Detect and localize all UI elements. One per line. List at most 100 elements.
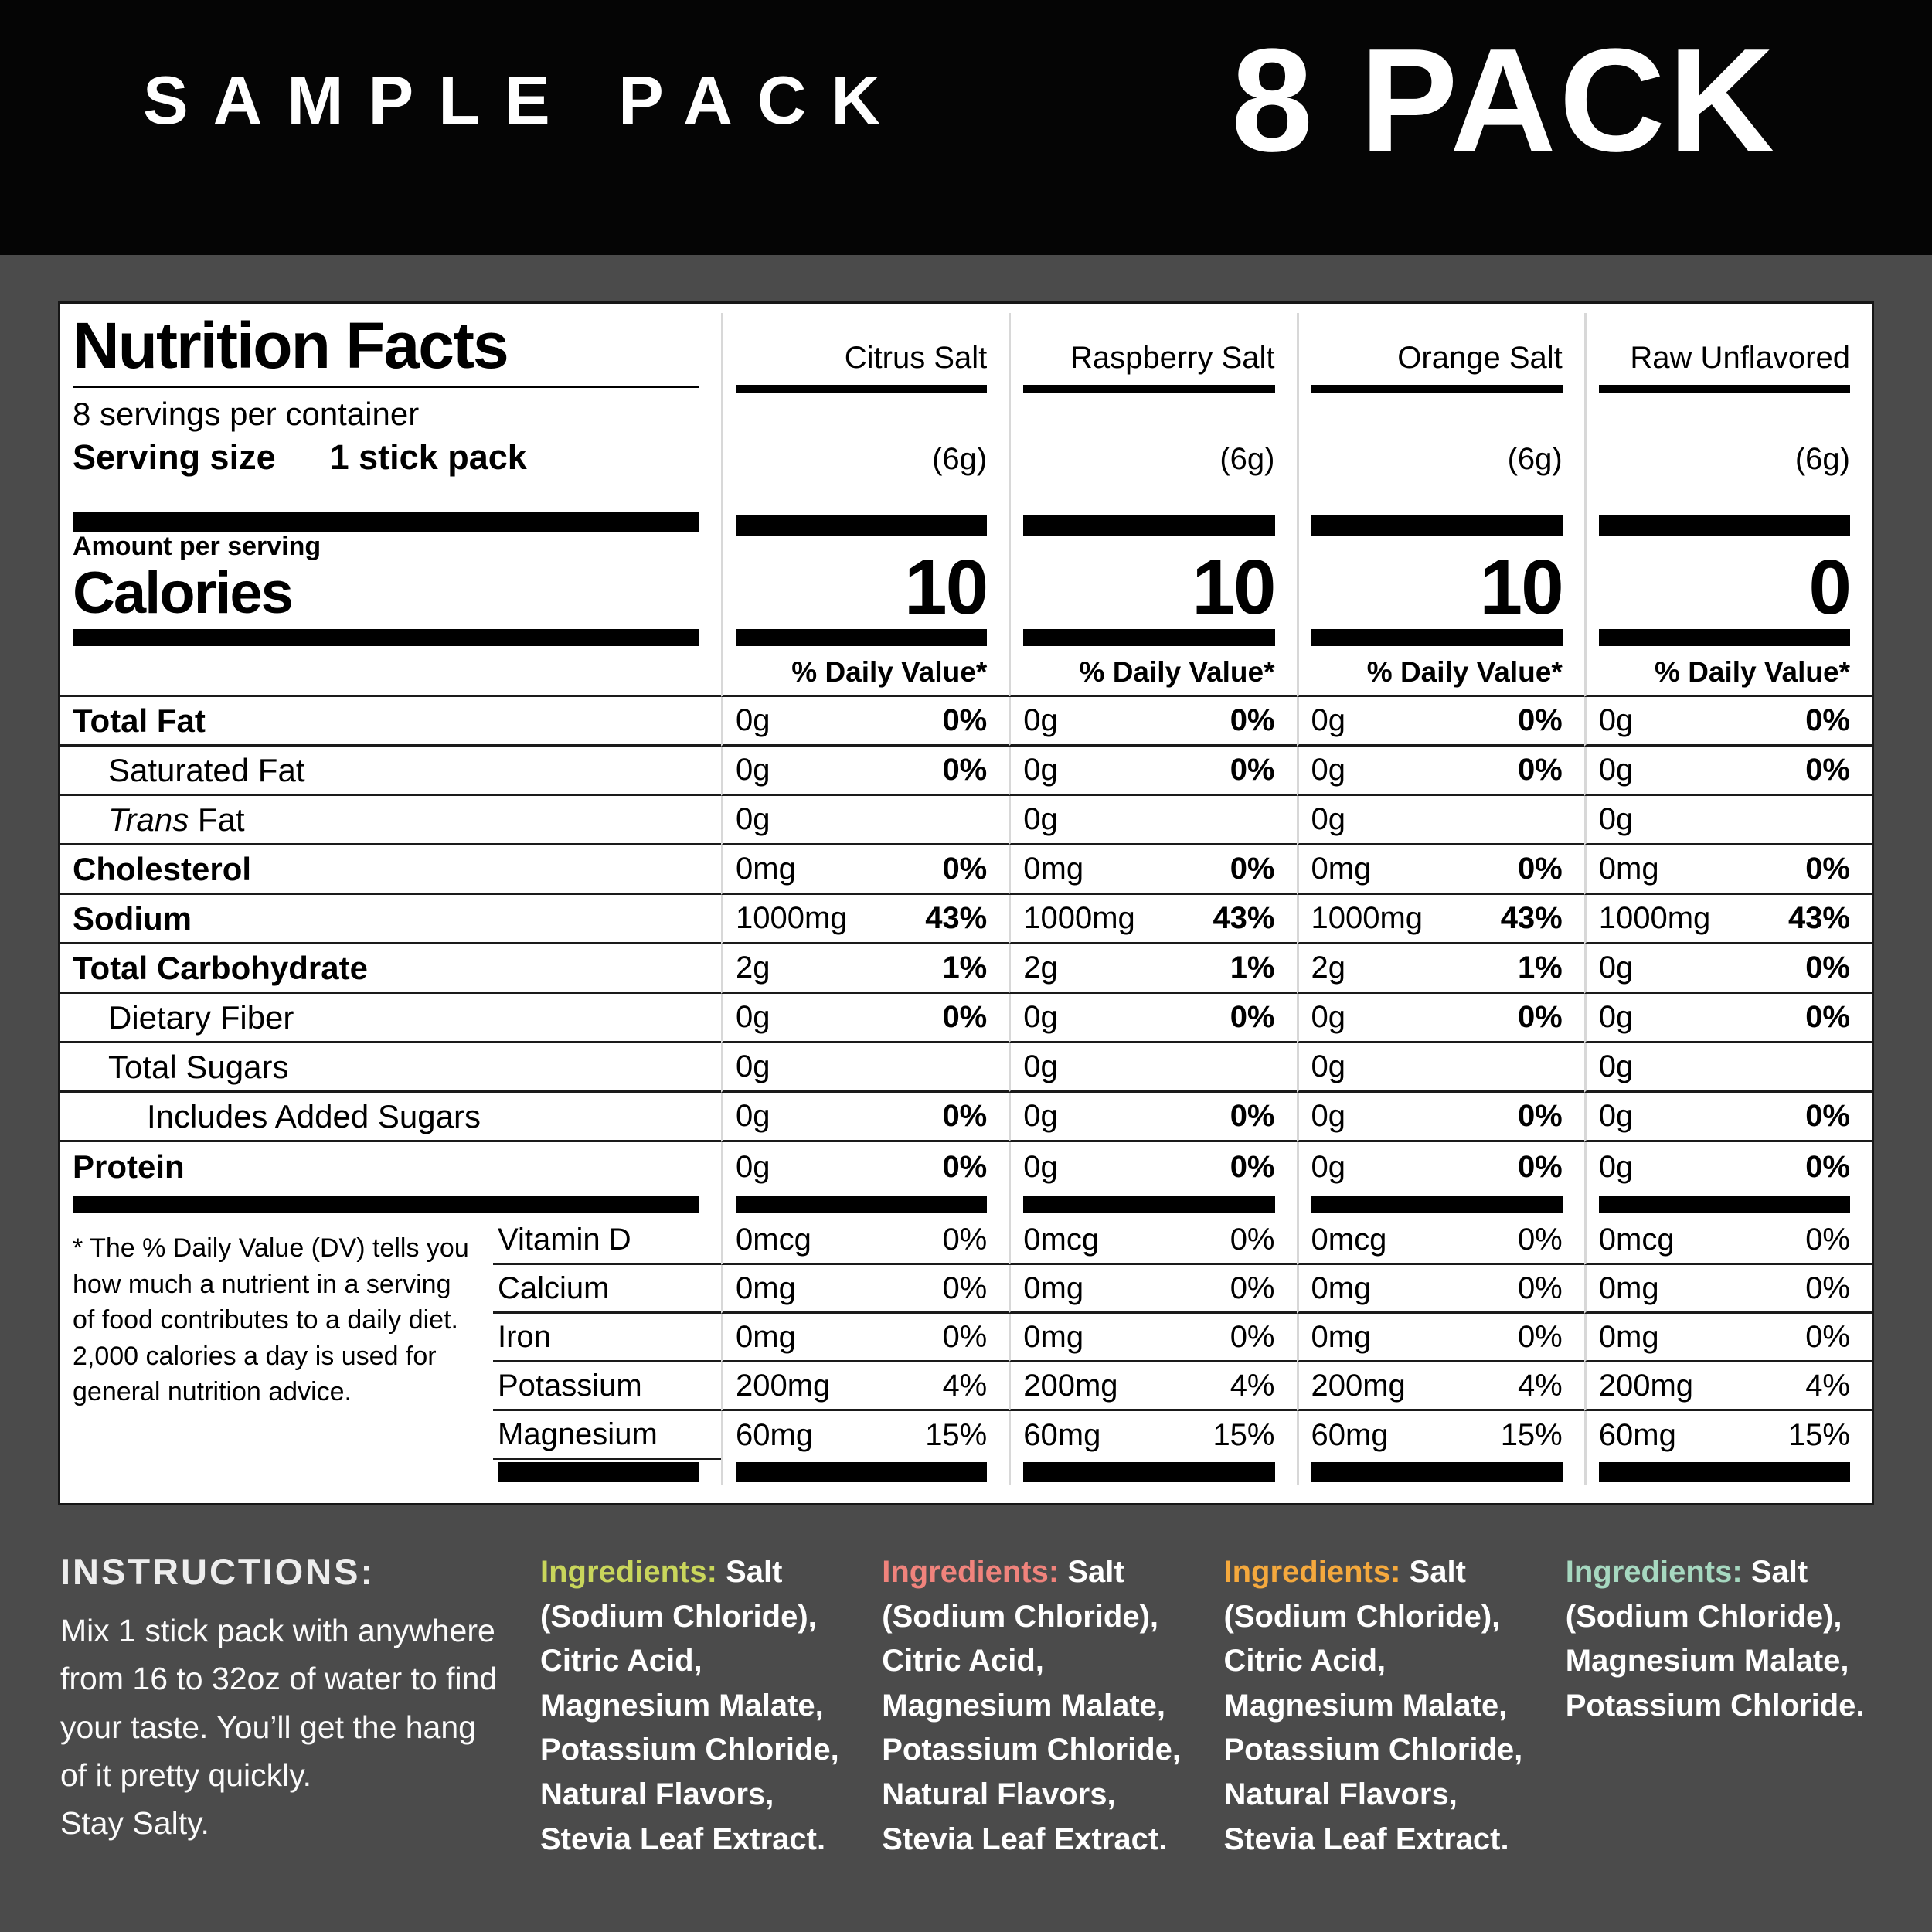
ingredients-paragraph: Ingredients: Salt (Sodium Chloride), Cit… <box>1224 1550 1530 1862</box>
thick-rule <box>60 625 721 650</box>
micro-value: 0mg 0% <box>1583 1314 1872 1362</box>
ingredients-citrus-salt: Ingredients: Salt (Sodium Chloride), Cit… <box>540 1550 846 1862</box>
micro-value: 60mg 15% <box>1296 1411 1584 1460</box>
nutrient-value: 1000mg 43% <box>1296 895 1584 944</box>
nutrient-value: 0g 0% <box>1583 944 1872 994</box>
pack-count-title: 8 PACK <box>1231 19 1777 182</box>
nutrient-value: 0g 0% <box>721 1093 1009 1142</box>
nutrient-value: 0g <box>1583 1043 1872 1093</box>
flavor-underline <box>1598 385 1850 393</box>
servings-per-container: 8 servings per container <box>73 395 420 432</box>
thick-rule <box>1583 625 1872 650</box>
ingredients-paragraph: Ingredients: Salt (Sodium Chloride), Cit… <box>882 1550 1188 1862</box>
thick-rule <box>1296 1192 1584 1216</box>
panel-title: Nutrition Facts <box>73 312 699 388</box>
micro-value: 200mg 4% <box>1009 1362 1297 1411</box>
calories-block: 10 <box>1311 536 1564 631</box>
nutrition-grid: Nutrition Facts 8 servings per container… <box>60 312 1872 1216</box>
flavor-header-raw-unflavored: Raw Unflavored (6g) 0 <box>1583 313 1872 631</box>
nutrient-label: Cholesterol <box>60 845 721 895</box>
daily-value-footnote: * The % Daily Value (DV) tells you how m… <box>73 1233 469 1407</box>
calories-value: 10 <box>1479 544 1564 631</box>
nutrient-value: 0g 0% <box>721 697 1009 747</box>
micro-value: 200mg 4% <box>721 1362 1009 1411</box>
flavor-underline <box>1311 385 1563 393</box>
calories-block: 10 <box>1023 536 1276 631</box>
micro-value: 0mcg 0% <box>721 1216 1009 1265</box>
flavor-header-top: Orange Salt (6g) <box>1311 313 1563 515</box>
micro-value: 60mg 15% <box>721 1411 1009 1460</box>
micro-label: Vitamin D <box>493 1216 721 1265</box>
nutrient-value: 0g <box>721 796 1009 845</box>
micro-value: 0mcg 0% <box>1009 1216 1297 1265</box>
ingredients-text: Salt (Sodium Chloride), Magnesium Malate… <box>1565 1555 1865 1723</box>
micronutrient-grid: * The % Daily Value (DV) tells you how m… <box>60 1216 1872 1485</box>
serving-weight: (6g) <box>1507 442 1563 476</box>
flavor-name: Raw Unflavored <box>1630 341 1850 375</box>
flavor-header-top: Citrus Salt (6g) <box>736 313 988 515</box>
top-banner: SAMPLE PACK 8 PACK <box>0 0 1932 255</box>
thick-rule <box>60 1192 721 1216</box>
flavor-underline <box>736 385 988 393</box>
nutrition-header-left-top: Nutrition Facts 8 servings per container… <box>73 312 699 512</box>
nutrient-value: 0g 0% <box>1296 1093 1584 1142</box>
nutrient-value: 0mg 0% <box>1009 845 1297 895</box>
thick-rule <box>73 511 699 532</box>
micro-label: Potassium <box>493 1362 721 1411</box>
micro-value: 0mg 0% <box>1296 1314 1584 1362</box>
thick-rule <box>1583 1192 1872 1216</box>
calories-block: Amount per serving Calories <box>73 532 699 625</box>
ingredients-paragraph: Ingredients: Salt (Sodium Chloride), Mag… <box>1566 1550 1872 1728</box>
serving-weight: (6g) <box>1219 442 1275 476</box>
daily-value-header: % Daily Value* <box>721 650 1009 697</box>
micro-value: 0mg 0% <box>1583 1265 1872 1314</box>
thick-rule <box>736 515 988 536</box>
daily-value-header: % Daily Value* <box>1583 650 1872 697</box>
nutrient-value: 0g 0% <box>1009 1093 1297 1142</box>
calories-value: 10 <box>1192 544 1276 631</box>
thick-rule <box>1296 625 1584 650</box>
nutrient-value: 2g 1% <box>721 944 1009 994</box>
nutrient-value: 1000mg 43% <box>721 895 1009 944</box>
instructions-title: INSTRUCTIONS: <box>60 1551 376 1592</box>
serving-size-label: Serving size <box>73 437 276 477</box>
ingredients-text: Salt (Sodium Chloride), Citric Acid, Mag… <box>1223 1555 1523 1856</box>
ingredients-paragraph: Ingredients: Salt (Sodium Chloride), Cit… <box>540 1550 846 1862</box>
calories-value: 0 <box>1808 544 1852 631</box>
nutrient-value: 0g 0% <box>721 1142 1009 1192</box>
nutrient-value: 0g 0% <box>1583 1142 1872 1192</box>
nutrient-label: Protein <box>73 1148 185 1185</box>
nutrient-value: 0g 0% <box>1296 747 1584 796</box>
ingredients-label: Ingredients: <box>540 1555 717 1589</box>
micro-value: 0mg 0% <box>721 1265 1009 1314</box>
nutrition-facts-panel: Nutrition Facts 8 servings per container… <box>58 301 1874 1505</box>
ingredients-label: Ingredients: <box>882 1555 1060 1589</box>
serving-size-row: Serving size 1 stick pack <box>73 437 699 478</box>
nutrient-value: 0g 0% <box>721 994 1009 1043</box>
flavor-header-raspberry-salt: Raspberry Salt (6g) 10 <box>1009 313 1296 631</box>
micro-label: Magnesium <box>493 1411 721 1460</box>
flavor-name: Orange Salt <box>1397 341 1563 375</box>
micro-value: 0mg 0% <box>1009 1265 1297 1314</box>
nutrient-value: 2g 1% <box>1296 944 1584 994</box>
nutrient-value: 0g 0% <box>1296 994 1584 1043</box>
nutrient-value: 0g 0% <box>1583 1093 1872 1142</box>
micro-value: 60mg 15% <box>1009 1411 1296 1460</box>
nutrient-value: 0g 0% <box>1583 994 1872 1043</box>
nutrient-value: 0mg 0% <box>721 845 1009 895</box>
nutrient-label: Sodium <box>60 895 721 944</box>
nutrient-label: Saturated Fat <box>60 747 721 796</box>
micro-value: 0mcg 0% <box>1296 1216 1584 1265</box>
nutrient-value: 1000mg 43% <box>1583 895 1872 944</box>
nutrient-value: 0g <box>721 1043 1009 1093</box>
flavor-name: Citrus Salt <box>844 341 988 375</box>
thick-rule <box>721 625 1009 650</box>
ingredients-raw-unflavored: Ingredients: Salt (Sodium Chloride), Mag… <box>1566 1550 1872 1862</box>
bottom-rule <box>1296 1460 1584 1485</box>
bottom-rule <box>493 1460 721 1485</box>
daily-value-header: % Daily Value* <box>1296 650 1584 697</box>
bottom-section: INSTRUCTIONS: Mix 1 stick pack with anyw… <box>0 1550 1932 1862</box>
flavor-name: Raspberry Salt <box>1070 341 1275 375</box>
micro-label: Calcium <box>493 1265 721 1314</box>
ingredients-raspberry-salt: Ingredients: Salt (Sodium Chloride), Cit… <box>882 1550 1188 1862</box>
